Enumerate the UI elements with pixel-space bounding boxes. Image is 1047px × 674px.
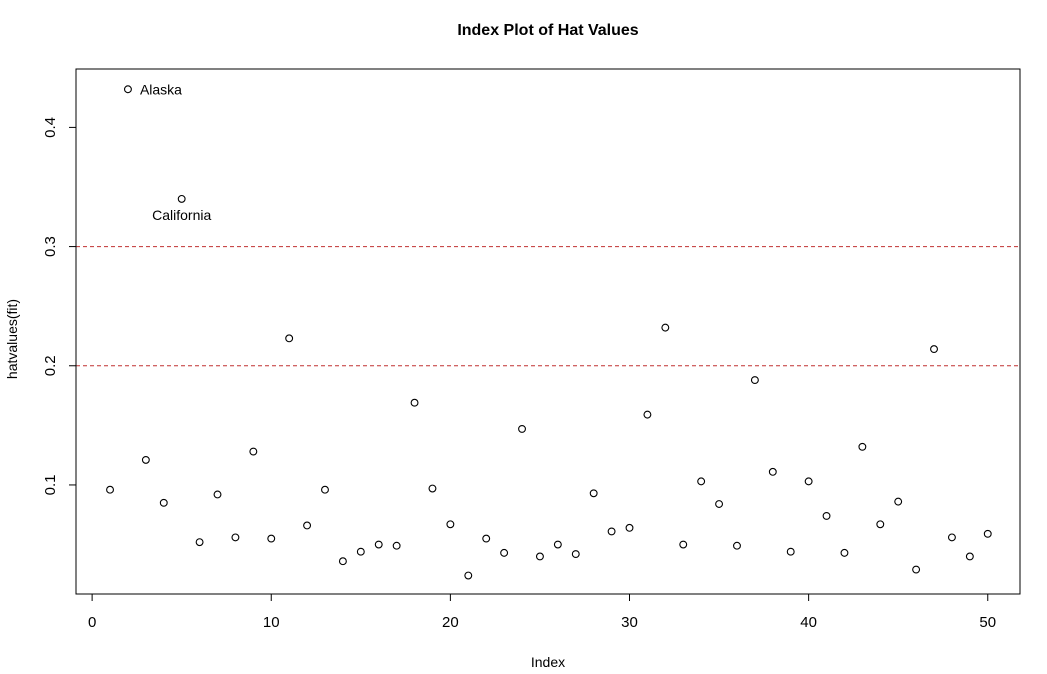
data-point: [768, 467, 777, 476]
y-axis-title: hatvalues(fit): [4, 298, 20, 380]
data-point: [123, 85, 132, 94]
y-tick-label: 0.2: [42, 355, 59, 376]
data-point: [965, 552, 974, 561]
data-point: [410, 398, 419, 407]
data-point: [983, 529, 992, 538]
data-point: [571, 550, 580, 559]
x-tick-label: 20: [442, 614, 459, 631]
x-tick-label: 0: [88, 614, 96, 631]
data-point: [356, 547, 365, 556]
data-point: [195, 538, 204, 547]
data-point: [141, 455, 150, 464]
data-point: [840, 548, 849, 557]
data-point: [553, 540, 562, 549]
data-point: [930, 345, 938, 354]
x-tick-label: 50: [979, 614, 996, 631]
data-point: [912, 565, 921, 574]
data-point: [589, 489, 598, 498]
data-point: [303, 521, 312, 530]
data-point: [285, 334, 294, 343]
y-tick-label: 0.3: [42, 236, 59, 257]
y-tick-label: 0.4: [42, 117, 59, 138]
data-point: [446, 520, 455, 529]
data-point: [374, 540, 383, 549]
data-point: [804, 477, 813, 486]
point-annotation: Alaska: [140, 81, 182, 97]
data-point: [177, 194, 186, 203]
x-axis-title: Index: [530, 654, 566, 670]
data-point: [392, 541, 401, 550]
plot-border: [75, 68, 1021, 595]
data-point: [697, 477, 706, 486]
data-point: [822, 511, 831, 520]
data-point: [267, 534, 276, 543]
data-point: [482, 534, 491, 543]
x-tick-label: 40: [800, 614, 817, 631]
data-point: [679, 540, 688, 549]
data-point: [607, 527, 616, 536]
data-point: [661, 323, 670, 332]
data-point: [500, 548, 509, 557]
data-point: [249, 447, 258, 456]
data-point: [715, 500, 724, 508]
data-point: [213, 490, 222, 499]
data-point: [106, 485, 114, 494]
chart-title: Index Plot of Hat Values: [457, 22, 639, 39]
data-point: [894, 497, 903, 506]
x-tick-label: 10: [263, 614, 280, 631]
data-point: [338, 557, 347, 566]
data-point: [464, 571, 473, 580]
data-point: [518, 424, 526, 433]
data-point: [858, 442, 867, 451]
data-point: [625, 523, 634, 532]
y-tick-label: 0.1: [42, 475, 59, 496]
x-tick-label: 30: [621, 614, 638, 631]
point-annotation: California: [152, 207, 211, 223]
data-point: [643, 410, 652, 419]
data-point: [321, 485, 329, 494]
data-point: [231, 533, 240, 542]
data-point: [876, 520, 885, 529]
data-point: [947, 533, 956, 542]
data-point: [535, 552, 544, 561]
data-point: [733, 541, 741, 550]
data-point: [786, 547, 795, 556]
data-point: [750, 376, 759, 385]
data-point: [428, 484, 437, 493]
data-point: [159, 498, 168, 507]
